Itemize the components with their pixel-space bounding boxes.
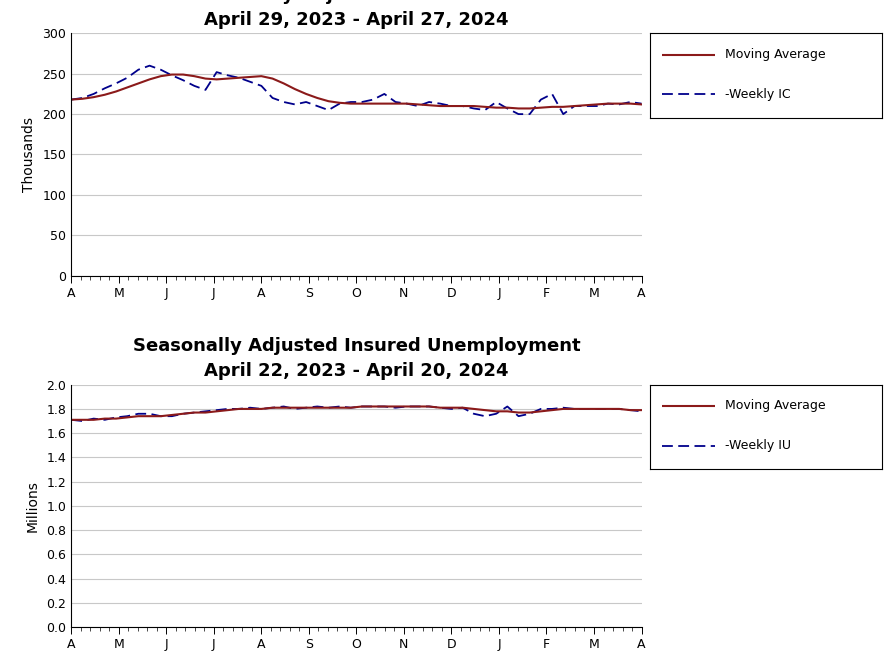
Moving Average bbox=[424, 402, 435, 410]
Y-axis label: Millions: Millions bbox=[26, 480, 39, 532]
-Weekly IC bbox=[446, 102, 457, 110]
Text: Moving Average: Moving Average bbox=[724, 48, 825, 61]
Moving Average bbox=[334, 404, 345, 412]
Moving Average bbox=[636, 101, 647, 109]
Moving Average bbox=[346, 99, 356, 107]
-Weekly IU bbox=[66, 416, 77, 424]
-Weekly IC bbox=[379, 90, 389, 98]
Moving Average bbox=[66, 95, 77, 103]
Text: -Weekly IU: -Weekly IU bbox=[724, 440, 790, 452]
Moving Average bbox=[446, 404, 457, 412]
-Weekly IU bbox=[278, 402, 289, 410]
-Weekly IC bbox=[424, 98, 435, 106]
-Weekly IU bbox=[78, 417, 88, 425]
Title: Seasonally Adjusted Insured Unemployment
April 22, 2023 - April 20, 2024: Seasonally Adjusted Insured Unemployment… bbox=[133, 338, 580, 380]
-Weekly IU bbox=[356, 402, 367, 410]
Moving Average bbox=[636, 406, 647, 414]
Line: -Weekly IU: -Weekly IU bbox=[71, 406, 642, 421]
-Weekly IU bbox=[390, 404, 401, 412]
Moving Average bbox=[110, 415, 121, 423]
Moving Average bbox=[356, 402, 367, 410]
Moving Average bbox=[278, 79, 289, 87]
-Weekly IC bbox=[513, 110, 524, 118]
-Weekly IU bbox=[457, 404, 468, 412]
Text: Moving Average: Moving Average bbox=[724, 400, 825, 412]
Line: -Weekly IC: -Weekly IC bbox=[71, 65, 642, 114]
-Weekly IC bbox=[66, 95, 77, 103]
Moving Average bbox=[66, 416, 77, 424]
-Weekly IC bbox=[636, 99, 647, 107]
Moving Average bbox=[446, 102, 457, 110]
Y-axis label: Thousands: Thousands bbox=[21, 117, 36, 192]
-Weekly IC bbox=[110, 79, 121, 87]
-Weekly IU bbox=[122, 412, 133, 420]
-Weekly IU bbox=[435, 404, 446, 412]
Moving Average bbox=[110, 87, 121, 95]
Moving Average bbox=[167, 71, 177, 79]
Moving Average bbox=[267, 404, 278, 412]
-Weekly IC bbox=[346, 98, 356, 106]
Title: Seasonally Adjusted Initial Claims
April 29, 2023 - April 27, 2024: Seasonally Adjusted Initial Claims April… bbox=[185, 0, 527, 29]
Moving Average bbox=[424, 101, 435, 109]
-Weekly IC bbox=[278, 98, 289, 106]
Moving Average bbox=[513, 105, 524, 113]
-Weekly IU bbox=[636, 408, 647, 416]
Line: Moving Average: Moving Average bbox=[71, 406, 642, 420]
Line: Moving Average: Moving Average bbox=[71, 75, 642, 109]
-Weekly IU bbox=[290, 405, 300, 413]
Moving Average bbox=[602, 405, 613, 413]
-Weekly IC bbox=[144, 61, 155, 69]
Text: -Weekly IC: -Weekly IC bbox=[724, 88, 790, 101]
Moving Average bbox=[379, 99, 389, 107]
